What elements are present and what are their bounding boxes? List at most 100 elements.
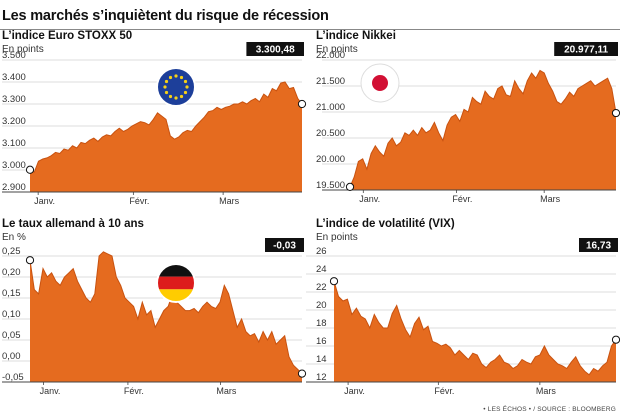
eu-flag-icon: [156, 67, 196, 107]
area-fill: [30, 251, 302, 382]
last-value-text: 3.300,48: [256, 45, 295, 56]
last-value-badge: [246, 42, 304, 56]
eu-star: [174, 96, 178, 100]
series-line: [29, 81, 303, 173]
eu-star: [185, 85, 189, 89]
series-line: [349, 69, 617, 188]
eu-star: [168, 75, 173, 80]
y-tick-label: 20.500: [316, 128, 345, 139]
japan-flag-sun: [372, 75, 388, 91]
area-fill: [334, 281, 616, 382]
start-point-marker: [345, 182, 355, 191]
y-tick-label: 12: [316, 372, 327, 383]
source-credit: • LES ÉCHOS • / SOURCE : BLOOMBERG: [483, 406, 616, 413]
y-tick-label: 0,20: [2, 267, 21, 278]
x-tick-label: Mars: [216, 386, 236, 396]
x-tick-label: Janv.: [40, 386, 61, 396]
x-tick-label: Févr.: [124, 386, 144, 396]
panel-unit: En %: [2, 232, 26, 243]
y-tick-label: 14: [316, 354, 327, 365]
series-line: [333, 281, 617, 376]
panel-bund-10y: -0,05 0,00 0,05 0,10 0,15 0,20 0,25 Janv. Févr. M…: [0, 218, 310, 403]
panel-title: L’indice de volatilité (VIX): [316, 218, 455, 230]
x-tick-label: Janv.: [34, 196, 55, 206]
y-tick-label: 19.500: [316, 180, 345, 191]
x-tick-label: Mars: [540, 194, 560, 204]
panel-title: L’indice Nikkei: [316, 30, 396, 42]
last-value-badge: [579, 238, 618, 252]
title-divider: [0, 29, 620, 30]
x-tick-label: Janv.: [344, 386, 365, 396]
y-tick-label: 22.000: [316, 50, 345, 61]
eu-star: [179, 75, 184, 80]
eu-star: [163, 85, 167, 89]
y-tick-label: 21.000: [316, 102, 345, 113]
x-tick-label: Févr.: [452, 194, 472, 204]
last-value-badge: [265, 238, 304, 252]
y-tick-label: 3.500: [2, 50, 26, 61]
y-tick-label: 0,15: [2, 288, 21, 299]
chart-canvas: -0,05 0,00 0,05 0,10 0,15 0,20 0,25 Janv. Févr. M…: [2, 238, 307, 396]
y-tick-label: 3.300: [2, 94, 26, 105]
panel-title: Le taux allemand à 10 ans: [2, 218, 144, 230]
panel-unit: En points: [316, 232, 358, 243]
start-point-marker: [329, 277, 339, 286]
chart-canvas: 19.500 20.000 20.500 21.000 21.500 22.000 Janv…: [316, 42, 620, 204]
last-value-text: 20.977,11: [564, 45, 608, 56]
eu-star: [174, 74, 178, 78]
x-tick-label: Févr.: [434, 386, 454, 396]
y-tick-label: 20.000: [316, 154, 345, 165]
eu-star: [179, 94, 184, 99]
y-tick-label: 21.500: [316, 76, 345, 87]
eu-flag-disc: [156, 67, 196, 107]
panel-nikkei: 19.500 20.000 20.500 21.000 21.500 22.000 Janv…: [314, 30, 620, 204]
last-value-badge: [554, 42, 618, 56]
germany-flag-ring: [156, 263, 196, 303]
series-line: [29, 251, 303, 374]
x-tick-label: Mars: [219, 196, 239, 206]
y-tick-label: 16: [316, 336, 327, 347]
chart-canvas: 12 14 16 18 20 22 24 26 Janv. Févr. Mars 16,73: [306, 238, 620, 396]
y-tick-label: 22: [316, 282, 327, 293]
y-tick-label: 26: [316, 246, 327, 257]
y-tick-label: 3.000: [2, 160, 26, 171]
x-tick-label: Janv.: [359, 194, 380, 204]
y-tick-label: 20: [316, 300, 327, 311]
y-tick-label: -0,05: [2, 372, 24, 383]
panel-vix: 12 14 16 18 20 22 24 26 Janv. Févr. Mars 16,73 L’in…: [306, 218, 620, 403]
end-point-marker: [611, 335, 620, 344]
y-tick-label: 24: [316, 264, 327, 275]
last-value-text: -0,03: [273, 241, 296, 252]
end-point-marker: [297, 369, 307, 378]
y-tick-label: 3.200: [2, 116, 26, 127]
eu-star: [164, 79, 169, 84]
area-fill: [350, 70, 616, 190]
panel-title: L’indice Euro STOXX 50: [2, 30, 133, 42]
panel-euro-stoxx: 2.900 3.000 3.100 3.200 3.300 3.400 3.500 Janv.…: [0, 30, 310, 206]
eu-star: [164, 90, 169, 95]
y-tick-label: 3.100: [2, 138, 26, 149]
y-tick-label: 3.400: [2, 72, 26, 83]
y-tick-label: 0,05: [2, 330, 21, 341]
x-tick-label: Mars: [536, 386, 556, 396]
y-tick-label: 2.900: [2, 182, 26, 193]
eu-star: [183, 79, 188, 84]
start-point-marker: [25, 165, 35, 174]
start-point-marker: [25, 256, 35, 265]
germany-flag-red: [157, 276, 195, 290]
area-fill: [30, 82, 302, 192]
eu-star: [168, 94, 173, 99]
germany-flag-icon: [156, 263, 196, 303]
last-value-text: 16,73: [586, 241, 611, 252]
japan-flag-icon: [360, 63, 400, 103]
y-tick-label: 0,00: [2, 351, 21, 362]
page-title: Les marchés s’inquiètent du risque de ré…: [2, 8, 329, 24]
end-point-marker: [297, 99, 307, 109]
end-point-marker: [611, 108, 620, 118]
panel-unit: En points: [316, 44, 358, 55]
y-tick-label: 0,25: [2, 246, 21, 257]
y-tick-label: 0,10: [2, 309, 21, 320]
eu-star: [183, 90, 188, 95]
x-tick-label: Févr.: [129, 196, 149, 206]
panel-unit: En points: [2, 44, 44, 55]
